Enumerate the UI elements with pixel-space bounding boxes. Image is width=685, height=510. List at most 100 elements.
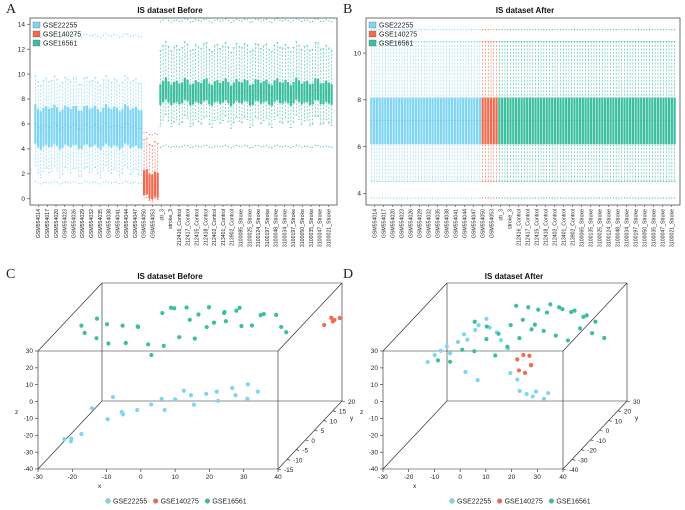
outlier-point [53,33,55,35]
y-tick-mark [323,420,327,422]
x-tick-label: 20 [508,474,516,481]
outlier-point [325,19,327,21]
outlier-point [529,197,531,199]
y-tick-label: 12 [18,46,26,53]
point-GSE16561 [496,331,501,336]
outlier-point [612,197,615,199]
outlier-point [395,197,398,199]
outlier-point [99,36,102,39]
y-tick-label: 0 [311,438,315,445]
box-GSE16561 [316,78,320,101]
outlier-point [504,29,506,31]
legend-swatch [153,498,159,504]
z-tick-label: -30 [369,449,379,456]
outlier-point [314,144,316,146]
x-tick-label: 212402_Control [552,209,558,246]
outlier-point [252,21,254,23]
outlier-point [159,146,161,148]
box-GSE16561 [322,83,325,105]
box-GSE22255 [137,109,140,149]
y-tick-label: 20 [624,409,632,416]
x-tick-label: GSM554044 [124,209,130,238]
box-GSE22255 [96,109,99,148]
x-tick-label: 3100034_Stroke [624,209,630,247]
legend-swatch [548,498,554,504]
x-axis-label: x [413,483,417,490]
outlier-point [320,146,322,148]
y-tick-label: 0 [21,196,25,203]
outlier-point [254,18,257,20]
point-GSE16561 [584,313,589,318]
x-tick-label: GSM554032 [426,209,432,238]
x-tick-label: 212417_Control [525,209,531,246]
outlier-point [487,29,489,31]
box-GSE16561 [287,81,290,104]
outlier-point [651,29,653,31]
outlier-point [219,20,221,22]
x-tick-label: 3100048_Stroke [274,209,280,247]
point-GSE16561 [279,324,284,330]
outlier-point [157,198,159,200]
outlier-point [146,131,148,133]
outlier-point [401,197,403,199]
x-tick-label: GSM554050 [480,209,486,238]
outlier-point [312,20,314,23]
box-GSE16561 [303,81,306,103]
point-GSE22255 [524,391,529,397]
box-GSE140275 [145,169,148,195]
outlier-point [559,197,562,199]
outlier-point [509,197,512,199]
outlier-point [273,19,276,21]
outlier-point [543,197,545,199]
x-tick-label: 3100021_Stroke [326,209,332,247]
point-GSE16561 [204,324,209,330]
x-tick-label: 3100048_Stroke [615,209,621,247]
box-GSE22255 [34,104,37,144]
outlier-point [48,35,50,37]
box-GSE22255 [118,111,121,150]
x-tick-label: -20 [68,474,78,481]
outlier-point [260,20,262,22]
point-GSE22255 [188,393,194,398]
outlier-point [562,197,564,199]
y-tick-mark [277,468,282,471]
point-GSE16561 [104,322,110,327]
outlier-point [593,197,595,199]
outlier-point [674,29,676,31]
outlier-point [42,34,45,37]
outlier-point [518,197,520,199]
outlier-point [637,29,640,31]
outlier-point [554,197,556,199]
outlier-point [176,19,178,21]
box-GSE16561 [181,82,184,104]
outlier-point [279,20,281,22]
box-GSE22255 [94,105,97,145]
outlier-point [662,197,665,199]
outlier-point [651,197,653,199]
outlier-point [387,197,389,199]
y-tick-label: 15 [339,409,347,416]
outlier-point [482,197,484,199]
outlier-point [113,181,115,183]
point-GSE22255 [541,396,547,401]
outlier-point [295,17,297,20]
outlier-point [590,29,592,31]
y-axis-label: y [350,415,354,422]
outlier-point [443,197,445,199]
point-GSE22255 [149,402,154,407]
y-tick-mark [562,468,567,471]
x-tick-label: 213902_Control [570,209,576,246]
box-GSE22255 [36,108,40,148]
outlier-point [167,19,170,21]
outlier-point [629,197,631,199]
outlier-point [548,29,551,31]
outlier-point [186,145,189,147]
legend-swatch [368,30,377,38]
outlier-point [404,197,406,199]
z-axis-label: z [360,409,363,416]
y-tick-label: 14 [18,21,26,28]
outlier-point [559,29,562,31]
point-GSE16561 [192,336,197,341]
point-GSE16561 [196,312,201,317]
outlier-point [159,21,161,23]
